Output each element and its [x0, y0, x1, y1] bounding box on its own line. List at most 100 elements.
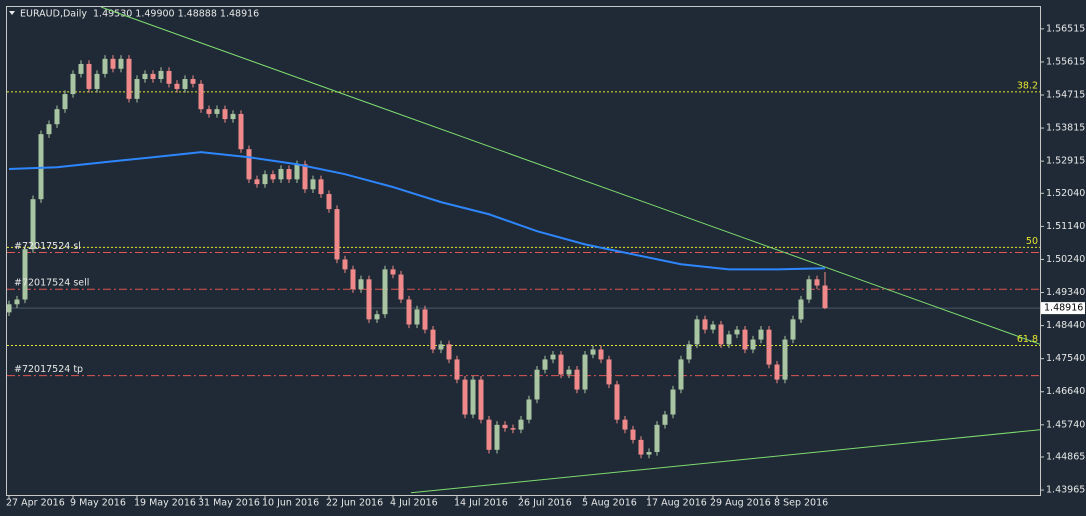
candle-body [318, 179, 324, 195]
candle-body [742, 329, 748, 350]
candle-body [150, 73, 156, 80]
x-tick-label: 8 Sep 2016 [774, 498, 828, 509]
level-label: 38.2 [1017, 80, 1038, 91]
candle-body [806, 279, 812, 300]
candle-body [694, 319, 700, 345]
candle-body [486, 419, 492, 450]
candle-body [638, 439, 644, 455]
y-tick-label: 1.50240 [1046, 254, 1085, 265]
level-label: 50 [1026, 236, 1038, 247]
candle-body [646, 452, 652, 455]
candle-body [518, 419, 524, 430]
candle-body [166, 70, 172, 84]
candle-body [510, 428, 516, 430]
candle-body [750, 339, 756, 350]
candle-body [606, 359, 612, 385]
current-price-box [1041, 302, 1085, 315]
candle-body [622, 419, 628, 430]
x-tick-label: 26 Jul 2016 [518, 498, 572, 509]
candle-body [398, 274, 404, 300]
candle-body [238, 113, 244, 150]
y-tick-label: 1.55615 [1046, 56, 1085, 67]
candle-body [190, 79, 196, 84]
candle-body [598, 349, 604, 360]
candle-body [614, 384, 620, 420]
candle-body [78, 63, 84, 74]
candle-body [278, 169, 284, 180]
y-tick-label: 1.46640 [1046, 386, 1085, 397]
trendline [410, 429, 1040, 494]
candle-body [118, 58, 124, 69]
candle-body [758, 329, 764, 340]
candle-body [430, 329, 436, 350]
candle-body [7, 304, 12, 313]
plot-area [7, 7, 1040, 494]
x-tick-label: 19 May 2016 [134, 498, 196, 509]
candle-body [174, 83, 180, 89]
x-tick-label: 22 Jun 2016 [326, 498, 383, 509]
candle-body [126, 58, 132, 99]
candle-body [478, 379, 484, 420]
candle-body [14, 299, 20, 305]
y-tick-label: 1.48440 [1046, 320, 1085, 331]
candle-body [198, 83, 204, 110]
y-tick-label: 1.54715 [1046, 90, 1085, 101]
moving-average [8, 151, 826, 271]
candle-body [270, 174, 276, 180]
candle-body [726, 334, 732, 345]
candle-body [302, 164, 308, 190]
candle-body [446, 344, 452, 360]
menu-arrow [9, 11, 15, 15]
candle-body [566, 369, 572, 375]
candle-body [798, 299, 804, 320]
candle-body [382, 269, 388, 315]
candle-body [358, 279, 364, 290]
level-label: #72017524 sell [14, 278, 89, 289]
candle-body [526, 399, 532, 420]
candle-body [62, 94, 68, 110]
x-tick-label: 31 May 2016 [198, 498, 260, 509]
candle-body [558, 354, 564, 375]
candle-body [422, 309, 428, 330]
y-tick-label: 1.53815 [1046, 123, 1085, 134]
candle-body [54, 109, 60, 125]
candle-body [366, 279, 372, 320]
plot-frame [6, 6, 1041, 496]
y-tick-label: 1.56515 [1046, 23, 1085, 34]
candle-body [254, 179, 260, 185]
candle-body [678, 359, 684, 390]
candle-body [230, 113, 236, 120]
candle-body [702, 319, 708, 330]
y-tick-label: 1.45740 [1046, 419, 1085, 430]
candle-body [206, 109, 212, 114]
candle-body [374, 314, 380, 320]
candle-body [718, 324, 724, 345]
candle-body [686, 344, 692, 360]
candle-body [470, 379, 476, 415]
candle-body [334, 209, 340, 260]
x-tick-label: 10 Jun 2016 [262, 498, 319, 509]
y-tick-label: 1.52040 [1046, 188, 1085, 199]
y-tick-label: 1.44865 [1046, 451, 1085, 462]
y-tick-label: 1.52915 [1046, 156, 1085, 167]
candle-body [494, 424, 500, 450]
y-tick-label: 1.51140 [1046, 221, 1085, 232]
candle-body [342, 259, 348, 270]
candle-body [590, 349, 596, 355]
chart-title: EURAUD,Daily [20, 9, 87, 20]
candle-body [654, 424, 660, 453]
candle-body [574, 369, 580, 390]
candle-body [790, 319, 796, 340]
candle-body [542, 359, 548, 370]
candle-body [94, 73, 100, 89]
candle-body [142, 73, 148, 80]
candle-body [662, 414, 668, 425]
candle-body [782, 339, 788, 380]
candle-body [22, 249, 28, 300]
candle-body [38, 134, 44, 200]
candle-body [454, 359, 460, 380]
candle-body [350, 269, 356, 290]
candle-body [582, 354, 588, 390]
x-tick-label: 14 Jul 2016 [454, 498, 508, 509]
x-tick-label: 5 Aug 2016 [582, 498, 637, 509]
